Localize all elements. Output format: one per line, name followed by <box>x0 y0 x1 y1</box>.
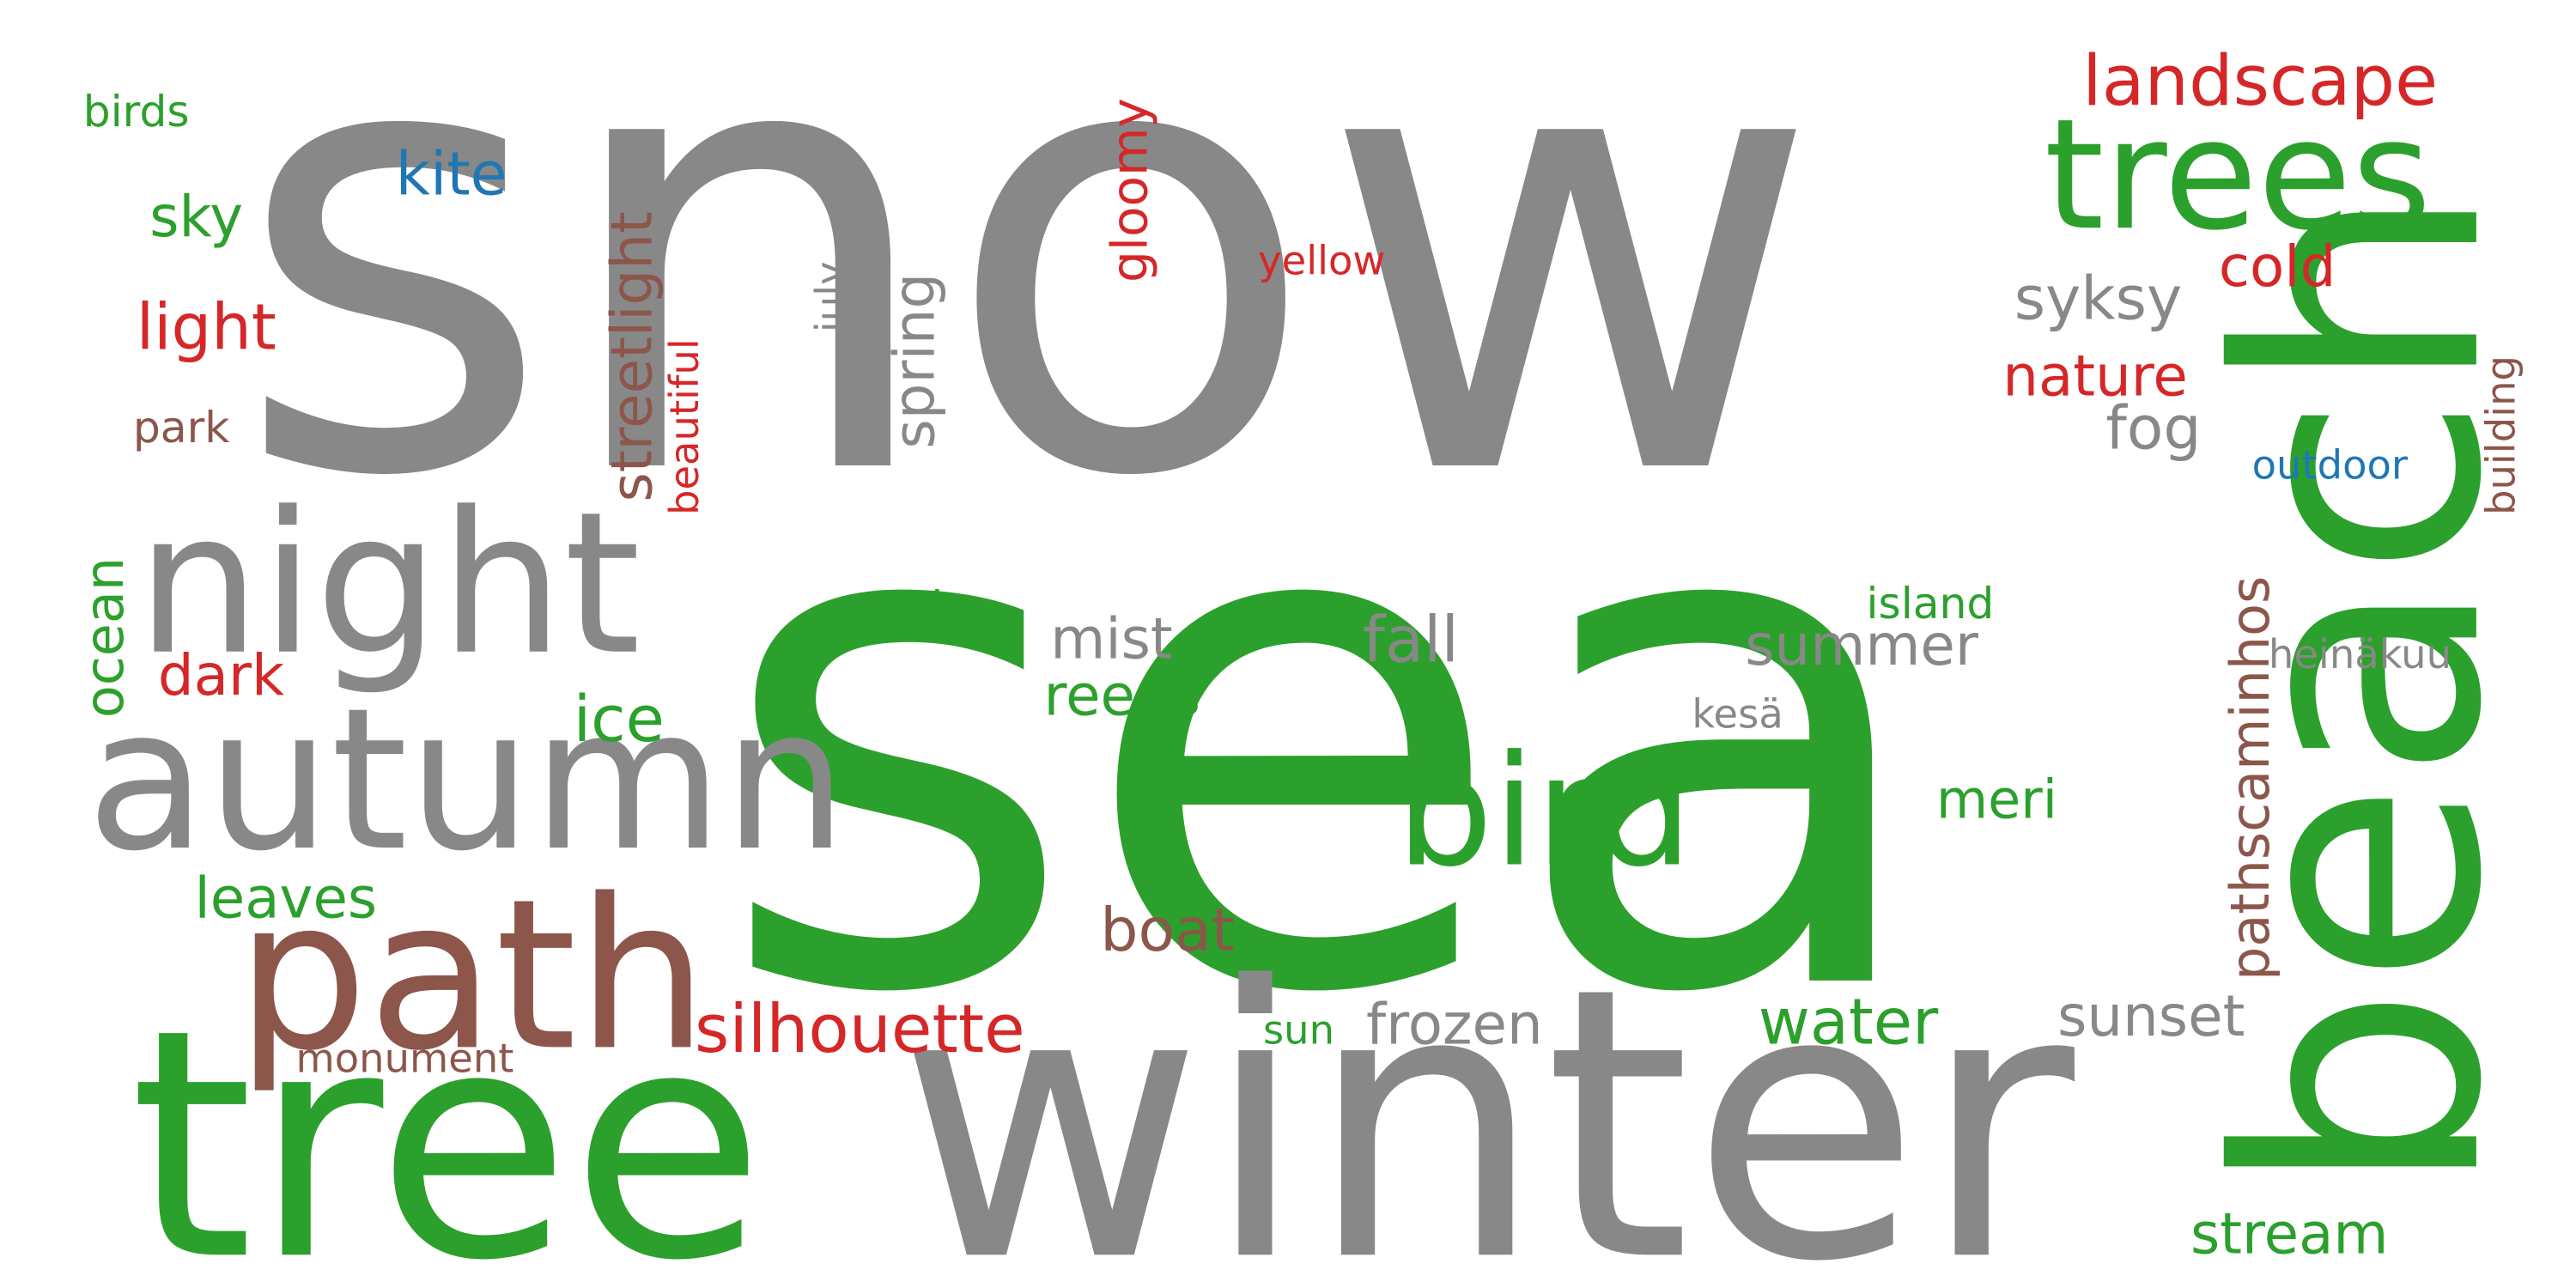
word-water: water <box>1759 986 1939 1059</box>
word-sea: sea <box>714 332 1935 1145</box>
word-summer: summer <box>1745 612 1979 678</box>
word-path: path <box>236 854 708 1097</box>
word-birds: birds <box>83 86 190 137</box>
word-outdoor: outdoor <box>2252 441 2409 488</box>
word-winter: winter <box>897 908 2079 1288</box>
word-rock: rock <box>864 581 956 632</box>
word-island: island <box>1867 578 1995 629</box>
word-heinakuu: heinäkuu <box>2269 631 2451 677</box>
word-snow: snow <box>233 0 1822 611</box>
word-park: park <box>133 402 230 453</box>
word-july: july <box>807 261 854 333</box>
word-bird: bird <box>1396 722 1693 900</box>
word-cold: cold <box>2219 234 2336 300</box>
word-building: building <box>2477 355 2524 515</box>
word-beautiful: beautiful <box>661 338 708 515</box>
word-fog: fog <box>2105 394 2201 464</box>
word-reeds: reeds <box>1043 662 1200 728</box>
word-light: light <box>137 291 276 364</box>
word-nature: nature <box>2002 343 2188 410</box>
word-dark: dark <box>158 642 284 708</box>
word-boat: boat <box>1100 896 1235 965</box>
word-tree: tree <box>130 962 765 1288</box>
word-landscape: landscape <box>2082 41 2438 122</box>
word-beach: beach <box>2169 184 2555 1196</box>
word-gloomy: gloomy <box>1100 98 1158 283</box>
word-streetlight: streetlight <box>599 211 665 501</box>
word-sky: sky <box>149 184 243 250</box>
word-syksy: syksy <box>2014 264 2182 334</box>
word-monument: monument <box>296 1035 514 1081</box>
word-kite: kite <box>396 139 507 209</box>
word-night: night <box>137 470 641 698</box>
word-silhouette: silhouette <box>695 991 1025 1068</box>
word-sunset: sunset <box>2057 983 2245 1049</box>
word-kesa: kesä <box>1692 691 1783 738</box>
word-meri: meri <box>1936 769 2057 830</box>
word-spring: spring <box>882 273 948 449</box>
word-leaves: leaves <box>194 865 377 931</box>
word-pathscaminhos: pathscaminhos <box>2220 576 2281 981</box>
word-frozen: frozen <box>1366 991 1543 1057</box>
word-trees: trees <box>2044 86 2432 264</box>
word-sun: sun <box>1263 1006 1334 1053</box>
word-fall: fall <box>1363 604 1459 677</box>
word-autumn: autumn <box>87 665 848 894</box>
word-mist: mist <box>1050 605 1172 671</box>
word-ice: ice <box>574 683 665 756</box>
word-yellow: yellow <box>1258 237 1385 283</box>
word-ocean: ocean <box>74 557 136 718</box>
word-stream: stream <box>2190 1200 2389 1267</box>
